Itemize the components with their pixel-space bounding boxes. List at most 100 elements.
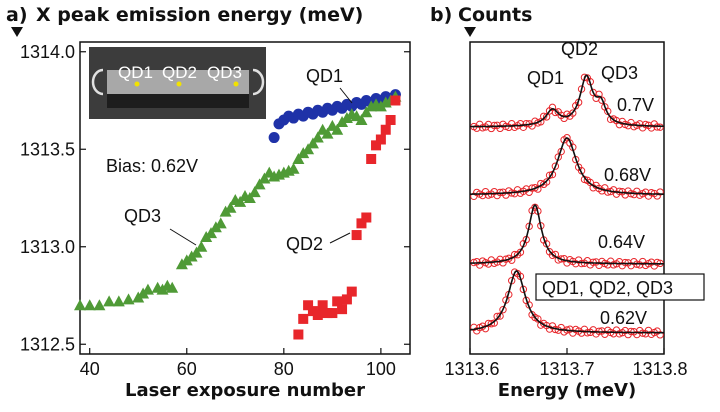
label-qd1: QD1 [306,66,343,86]
trace-point [656,123,664,131]
panel-b-title: Counts [458,4,532,26]
point-qd3 [321,127,334,139]
boxed-label: QD1, QD2, QD3 [542,278,673,298]
point-qd3 [302,143,315,155]
panel-b-arrow [464,27,476,37]
point-qd2 [390,95,401,106]
trace-point [478,124,487,132]
point-qd3 [214,217,227,229]
label-qd2: QD2 [286,234,323,254]
point-qd2 [293,329,304,340]
fit-line-1 [470,137,664,195]
trace-point [621,258,629,267]
trace-point [627,327,635,336]
trace-point [598,96,606,104]
inset-label-qd1: QD1 [118,63,153,82]
panel-a-title: X peak emission energy (meV) [36,4,363,26]
y-tick-label: 1312.5 [20,334,75,354]
x-tick-label: 1313.6 [444,359,499,379]
trace-point [656,331,664,339]
panel-a-arrow [11,27,23,37]
trace-point [499,306,507,314]
point-qd2 [298,313,309,324]
point-qd3 [141,283,154,295]
trace-point [516,248,525,256]
point-qd3 [166,281,179,293]
point-qd2 [346,286,357,297]
inset-dot-qd2 [176,81,182,87]
pointer-qd2 [329,232,351,244]
x-tick-label: 100 [366,359,396,379]
trace-point [641,120,650,129]
panel-a-x-label: Laser exposure number [125,380,365,401]
point-qd3 [253,178,266,190]
y-tick-label: 1313.5 [20,139,75,159]
point-qd3 [195,240,208,252]
point-qd1 [268,132,280,144]
point-qd2 [380,124,391,135]
trace-point [577,259,586,268]
point-qd3 [224,201,237,213]
point-qd3 [248,186,261,198]
inset-dot-qd3 [233,81,239,87]
x-tick-label: 40 [80,359,100,379]
boxed-label-frame [535,273,705,301]
peak-label-qd1: QD1 [527,68,564,88]
point-qd3 [306,137,319,149]
point-qd2 [341,294,352,305]
x-tick-label: 80 [274,359,294,379]
point-qd2 [371,140,382,151]
point-qd2 [327,308,338,319]
point-qd2 [385,115,396,125]
panel-a-series [74,89,402,340]
point-qd2 [366,154,377,164]
point-qd3 [331,123,344,135]
point-qd3 [190,246,203,258]
trace-point [542,113,551,121]
trace-point [551,162,560,170]
trace-point [508,256,516,264]
x-tick-label: 60 [177,359,197,379]
trace-point [595,90,603,99]
point-qd3 [103,295,116,307]
inset-label-qd2: QD2 [162,63,197,82]
point-qd3 [83,299,96,311]
point-qd3 [360,106,373,118]
panel-a-y-ticks: 1314.0 1313.5 1313.0 1312.5 [20,42,410,354]
point-qd2 [317,300,328,311]
peak-label-qd2: QD2 [561,39,598,59]
inset-left-coupler [91,68,104,96]
point-qd3 [292,153,305,164]
trace-point [487,319,496,328]
trace-point [647,188,656,197]
trace-label-3: 0.62V [600,308,647,328]
point-qd3 [258,172,271,184]
point-qd3 [93,299,106,311]
trace-point [496,312,504,320]
trace-point [557,255,565,263]
x-tick-label: 1313.7 [539,359,594,379]
inset-label-qd3: QD3 [207,63,242,82]
panel-a-frame [79,41,411,355]
point-qd2 [337,304,348,315]
trace-point [583,329,592,337]
point-qd2 [351,230,362,241]
fit-line-3 [469,270,664,334]
point-qd3 [74,299,86,311]
label-qd3: QD3 [124,206,161,226]
trace-label-0: 0.7V [617,95,654,115]
point-qd3 [122,293,135,305]
panel-a-label: a) [6,4,28,26]
y-tick-label: 1313.0 [20,237,75,257]
inset-dot-qd1 [134,81,140,87]
trace-label-2: 0.64V [598,232,645,252]
point-qd3 [205,227,218,239]
trace-point [542,178,551,186]
trace-point [569,109,577,117]
point-qd3 [287,162,300,174]
x-tick-label: 1313.8 [632,359,687,379]
panel-b-x-label: Energy (meV) [498,380,636,401]
peak-label-qd3: QD3 [601,63,638,83]
point-qd2 [332,296,343,307]
